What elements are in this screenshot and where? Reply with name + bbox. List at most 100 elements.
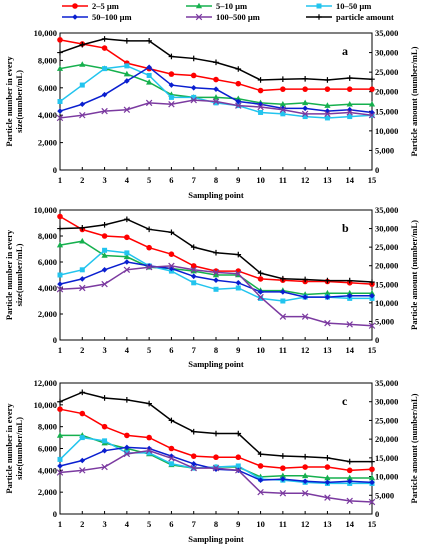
data-point [101, 222, 108, 228]
data-point [302, 294, 308, 300]
data-point [302, 105, 308, 112]
legend-item-5-10-um: 5–10 µm [186, 1, 247, 11]
data-point [168, 229, 175, 236]
x-tick-label: 13 [323, 345, 332, 355]
legend-label: 2–5 µm [92, 1, 119, 11]
data-point [280, 465, 286, 471]
data-point [101, 267, 108, 273]
data-point [168, 461, 174, 467]
data-point [302, 472, 309, 479]
series-particle-amount [57, 389, 375, 465]
chart-panel-c: 0 2,000 4,000 6,000 8,000 10,000 12,000 0 5,000 1… [4, 378, 419, 544]
x-tick-label: 10 [256, 345, 265, 355]
data-point [124, 432, 130, 439]
data-point [145, 263, 153, 271]
data-point [168, 82, 175, 88]
data-point [57, 225, 63, 232]
data-point [101, 91, 108, 98]
y-left-axis-title: Particle number in everysize(number/mL) [4, 56, 24, 147]
data-point [257, 289, 264, 295]
x-axis-title: Sampling point [188, 190, 244, 200]
data-point [257, 451, 264, 457]
x-tick-label: 4 [125, 519, 130, 529]
y-left-tick-label: 2,000 [38, 138, 57, 148]
data-point [168, 94, 174, 100]
data-point [79, 410, 86, 417]
y-right-tick-label: 15,000 [375, 453, 398, 463]
y-right-tick-label: 25,000 [375, 67, 398, 77]
data-point [280, 275, 286, 282]
y-right-tick-label: 15,000 [375, 106, 398, 116]
data-point [235, 463, 241, 469]
data-point [146, 450, 152, 456]
data-point [57, 272, 63, 278]
data-point [190, 273, 197, 280]
y-right-axis-title-text: Particle amount (number/mL) [409, 220, 419, 330]
data-point [79, 389, 86, 396]
legend: 2–5 µm 5–10 µm 10–50 µm 50–100 µm 100–500 µm… [62, 1, 394, 22]
y-left-tick-label: 8,000 [38, 422, 57, 432]
data-point [302, 464, 308, 470]
y-right-axis-title-text: Particle amount (number/mL) [409, 393, 419, 503]
x-tick-label: 9 [236, 519, 240, 529]
data-point [79, 267, 85, 273]
legend-marker-diamond-icon [72, 14, 78, 20]
y-left-axis-title-line: size(number/mL) [14, 243, 24, 306]
data-point [79, 101, 86, 108]
data-point [369, 458, 375, 465]
data-point [212, 94, 220, 100]
data-point [146, 72, 152, 78]
data-point [302, 114, 308, 120]
data-point [79, 284, 86, 292]
y-left-axis-title-text: Particle number in everysize(number/mL) [4, 403, 24, 494]
data-point [324, 289, 331, 296]
y-left-tick-label: 8,000 [38, 55, 57, 65]
legend-item-50-100-um: 50–100 µm [62, 12, 132, 22]
y-left-tick-label: 0 [53, 165, 57, 175]
data-point [168, 265, 175, 272]
data-point [190, 453, 197, 459]
data-point [346, 467, 353, 474]
y-right-axis-title: Particle amount (number/mL) [409, 220, 419, 330]
y-right-axis-title-text: Particle amount (number/mL) [409, 46, 419, 156]
data-point [301, 110, 309, 118]
x-tick-label: 1 [58, 175, 62, 185]
x-tick-label: 13 [323, 175, 332, 185]
data-point [369, 466, 375, 473]
data-point [369, 293, 375, 299]
y-left-tick-label: 10,000 [34, 205, 57, 215]
data-point [213, 249, 219, 256]
y-left-tick-label: 6,000 [38, 83, 57, 93]
data-point [302, 453, 308, 460]
data-point [124, 38, 130, 44]
y-left-tick-label: 0 [53, 335, 57, 345]
data-point [324, 319, 331, 327]
data-point [79, 237, 86, 244]
data-point [301, 313, 309, 320]
data-point [279, 313, 287, 320]
panel-letter: c [342, 394, 348, 408]
panel-letter: b [342, 221, 349, 235]
data-point [124, 450, 130, 456]
data-point [280, 453, 286, 459]
x-tick-label: 12 [301, 345, 310, 355]
x-axis-title: Sampling point [188, 534, 244, 544]
data-point [235, 454, 242, 461]
series-particle-amount [57, 216, 375, 285]
data-point [168, 445, 175, 452]
y-left-tick-label: 6,000 [38, 444, 57, 454]
data-point [280, 76, 286, 82]
data-point [102, 247, 108, 253]
data-point [212, 98, 220, 105]
legend-label: particle amount [336, 12, 394, 22]
data-point [190, 428, 197, 435]
data-point [346, 293, 353, 299]
x-tick-label: 3 [102, 519, 106, 529]
y-left-axis-title-line: Particle number in every [4, 229, 14, 320]
y-right-tick-label: 20,000 [375, 87, 398, 97]
y-right-tick-label: 5,000 [375, 316, 394, 326]
data-point [235, 467, 242, 474]
data-point [213, 86, 219, 92]
data-point [57, 37, 63, 43]
data-point [79, 82, 85, 88]
